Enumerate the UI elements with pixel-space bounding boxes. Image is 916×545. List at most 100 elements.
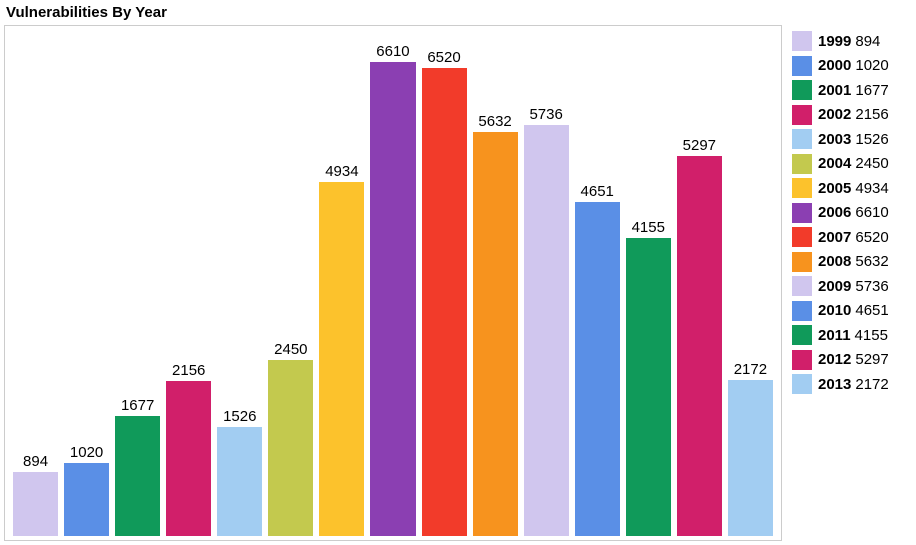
bar-value-label: 2450 bbox=[274, 341, 307, 358]
bar-value-label: 6520 bbox=[427, 49, 460, 66]
legend-value: 6610 bbox=[855, 205, 888, 220]
bar-value-label: 2172 bbox=[734, 361, 767, 378]
bar-slot: 4651 bbox=[575, 34, 620, 536]
bar-slot: 5736 bbox=[524, 34, 569, 536]
legend-row[interactable]: 2004 2450 bbox=[792, 154, 908, 174]
legend-swatch bbox=[792, 129, 812, 149]
legend-value: 2450 bbox=[855, 156, 888, 171]
legend-year: 2007 bbox=[818, 230, 851, 245]
bar-slot: 2156 bbox=[166, 34, 211, 536]
bar-slot: 2450 bbox=[268, 34, 313, 536]
legend-year: 2002 bbox=[818, 107, 851, 122]
legend-swatch bbox=[792, 178, 812, 198]
bar[interactable] bbox=[268, 360, 313, 536]
legend-value: 894 bbox=[855, 34, 880, 49]
legend-row[interactable]: 20054934 bbox=[792, 178, 908, 198]
legend-value: 2172 bbox=[855, 377, 888, 392]
legend-row[interactable]: 2000 1020 bbox=[792, 56, 908, 76]
chart-title: Vulnerabilities By Year bbox=[6, 4, 912, 21]
legend-value: 5632 bbox=[855, 254, 888, 269]
legend-year: 1999 bbox=[818, 34, 851, 49]
legend-row[interactable]: 1999 894 bbox=[792, 31, 908, 51]
legend-swatch bbox=[792, 301, 812, 321]
bar-value-label: 5297 bbox=[683, 137, 716, 154]
bar[interactable] bbox=[217, 427, 262, 536]
bar[interactable] bbox=[677, 156, 722, 536]
bar-value-label: 2156 bbox=[172, 362, 205, 379]
legend-value: 6520 bbox=[855, 230, 888, 245]
legend-swatch bbox=[792, 227, 812, 247]
legend-year: 2000 bbox=[818, 58, 851, 73]
legend-value: 5736 bbox=[855, 279, 888, 294]
legend-row[interactable]: 2008 5632 bbox=[792, 252, 908, 272]
bar[interactable] bbox=[524, 125, 569, 536]
legend-value: 2156 bbox=[855, 107, 888, 122]
bar[interactable] bbox=[473, 132, 518, 536]
bar-value-label: 1677 bbox=[121, 397, 154, 414]
legend-year: 2004 bbox=[818, 156, 851, 171]
legend-row[interactable]: 2011 4155 bbox=[792, 325, 908, 345]
legend-year: 2006 bbox=[818, 205, 851, 220]
legend-year: 2010 bbox=[818, 303, 851, 318]
legend-row[interactable]: 2002 2156 bbox=[792, 105, 908, 125]
bar-slot: 6520 bbox=[422, 34, 467, 536]
legend-value: 1526 bbox=[855, 132, 888, 147]
bar-value-label: 4651 bbox=[581, 183, 614, 200]
chart-plot-area: 8941020167721561526245049346610652056325… bbox=[4, 25, 782, 541]
legend-row[interactable]: 2003 1526 bbox=[792, 129, 908, 149]
bar[interactable] bbox=[370, 62, 415, 536]
legend-row[interactable]: 2001 1677 bbox=[792, 80, 908, 100]
chart-frame: 894 1020 1677 2156 1526 2450 4934 6610 6520 5632 5… bbox=[4, 25, 912, 541]
legend-value: 1677 bbox=[855, 83, 888, 98]
legend-swatch bbox=[792, 325, 812, 345]
legend-value: 4155 bbox=[855, 328, 888, 343]
bar[interactable] bbox=[575, 202, 620, 536]
bar-slot: 4934 bbox=[319, 34, 364, 536]
bar-slot: 6610 bbox=[370, 34, 415, 536]
bar-value-label: 1020 bbox=[70, 444, 103, 461]
bar-value-label: 5632 bbox=[478, 113, 511, 130]
bar[interactable] bbox=[115, 416, 160, 536]
bar-slot: 5632 bbox=[473, 34, 518, 536]
legend-year: 2008 bbox=[818, 254, 851, 269]
legend-swatch bbox=[792, 154, 812, 174]
legend-row[interactable]: 2009 5736 bbox=[792, 276, 908, 296]
bar[interactable] bbox=[626, 238, 671, 536]
bar-slot: 4155 bbox=[626, 34, 671, 536]
bar-slot: 1020 bbox=[64, 34, 109, 536]
legend-swatch bbox=[792, 31, 812, 51]
bar[interactable] bbox=[319, 182, 364, 536]
legend-value: 1020 bbox=[855, 58, 888, 73]
legend-swatch bbox=[792, 374, 812, 394]
bar-value-label: 6610 bbox=[376, 43, 409, 60]
bar-value-label: 894 bbox=[23, 453, 48, 470]
bar[interactable] bbox=[13, 472, 58, 536]
legend-swatch bbox=[792, 276, 812, 296]
legend-year: 2012 bbox=[818, 352, 851, 367]
legend-year: 2001 bbox=[818, 83, 851, 98]
bar[interactable] bbox=[64, 463, 109, 536]
bar[interactable] bbox=[166, 381, 211, 536]
legend-row[interactable]: 2010 4651 bbox=[792, 301, 908, 321]
legend-row[interactable]: 2006 6610 bbox=[792, 203, 908, 223]
legend-value: 4651 bbox=[855, 303, 888, 318]
legend-value: 5297 bbox=[855, 352, 888, 367]
legend-row[interactable]: 2007 6520 bbox=[792, 227, 908, 247]
bar-value-label: 4934 bbox=[325, 163, 358, 180]
legend-row[interactable]: 2012 5297 bbox=[792, 350, 908, 370]
bar-slot: 5297 bbox=[677, 34, 722, 536]
bar-slot: 894 bbox=[13, 34, 58, 536]
bar[interactable] bbox=[422, 68, 467, 536]
legend-swatch bbox=[792, 105, 812, 125]
bar-value-label: 5736 bbox=[529, 106, 562, 123]
bar[interactable] bbox=[728, 380, 773, 536]
legend-year: 2011 bbox=[818, 328, 851, 343]
bar-slot: 2172 bbox=[728, 34, 773, 536]
bars-container: 8941020167721561526245049346610652056325… bbox=[13, 34, 773, 536]
bar-value-label: 4155 bbox=[632, 219, 665, 236]
legend-year: 2009 bbox=[818, 279, 851, 294]
legend-year: 2003 bbox=[818, 132, 851, 147]
legend-swatch bbox=[792, 252, 812, 272]
legend: 1999894200010202001167720022156200315262… bbox=[782, 25, 912, 541]
legend-row[interactable]: 20132172 bbox=[792, 374, 908, 394]
